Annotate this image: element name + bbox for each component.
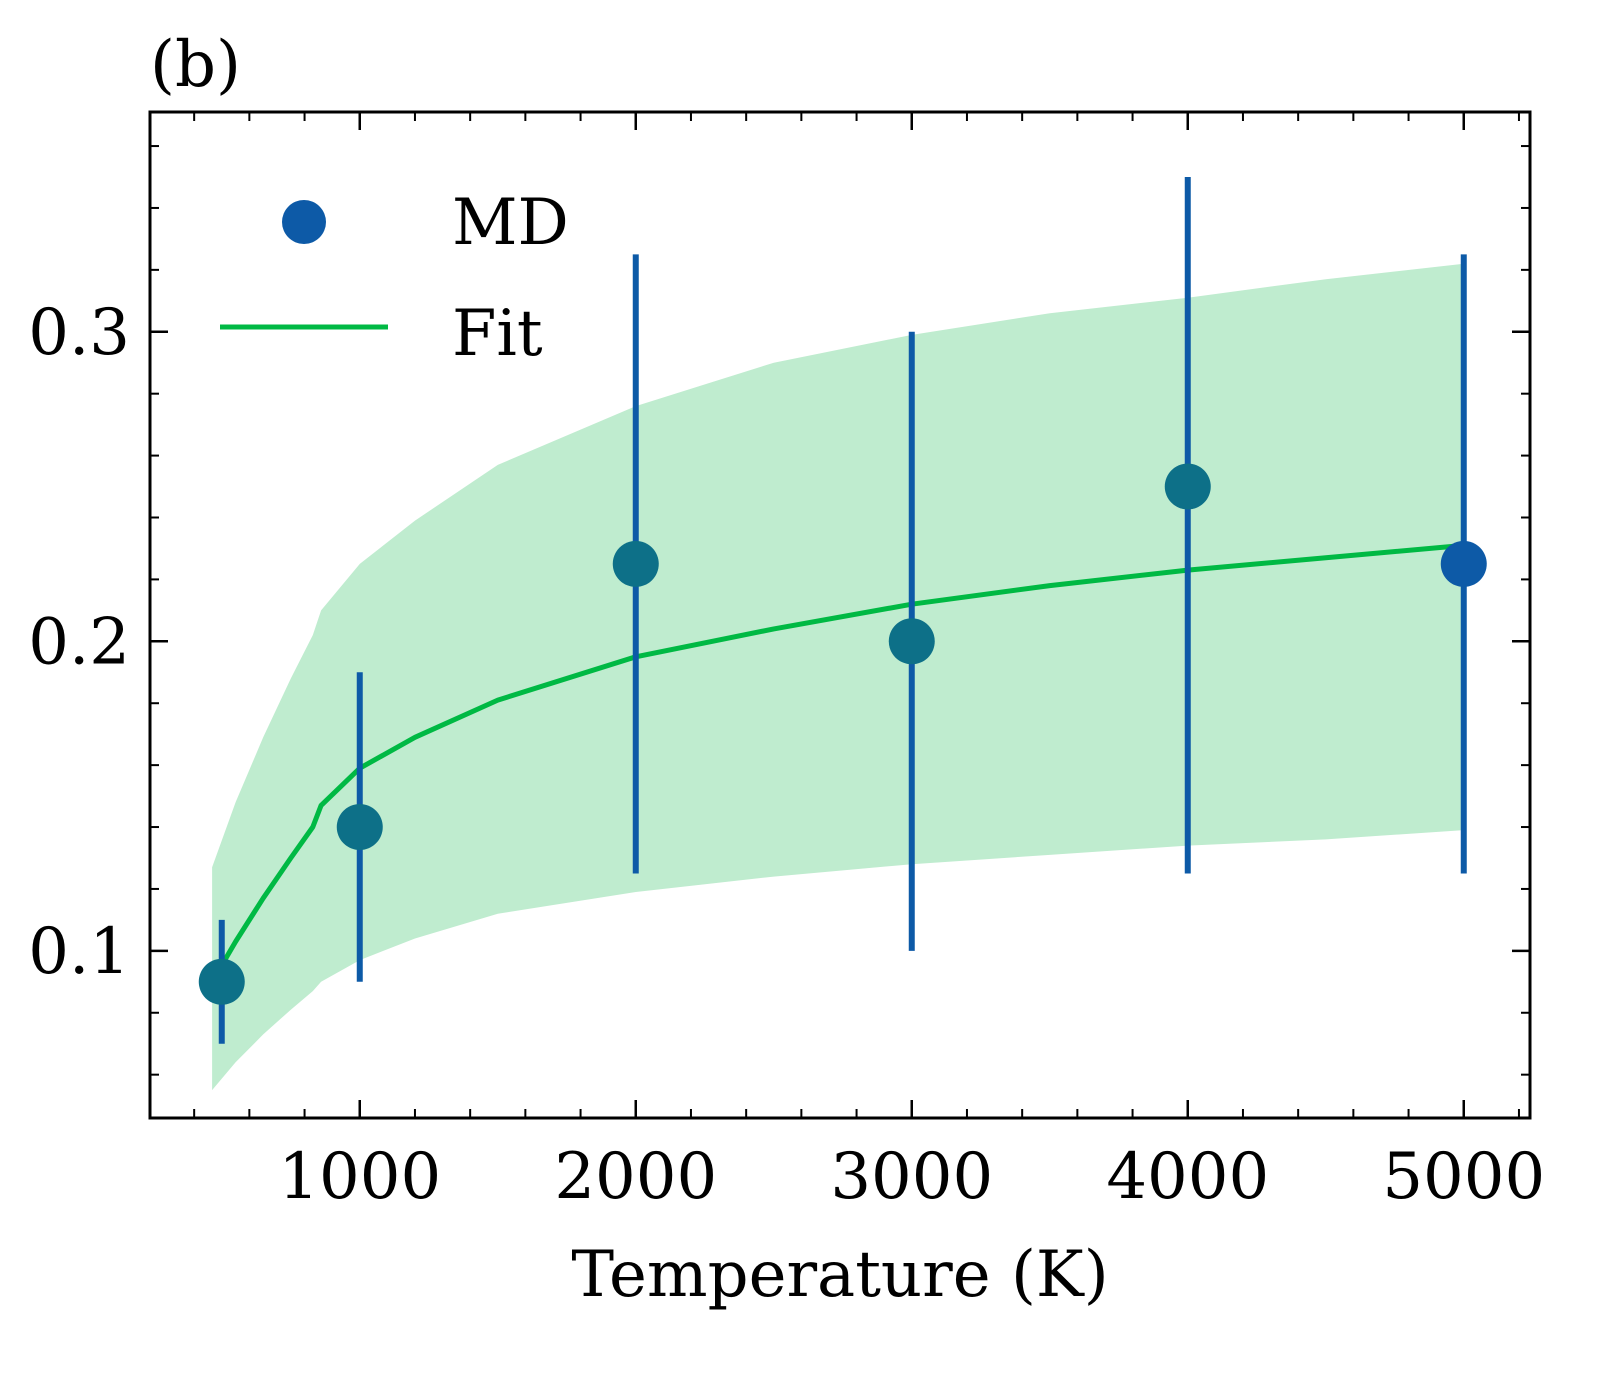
confidence-band-layer	[212, 263, 1464, 1091]
legend-fit-label: Fit	[452, 297, 543, 371]
legend: MD Fit	[220, 186, 569, 371]
y-tick-label: 0.2	[28, 605, 130, 679]
md-data-point	[888, 618, 935, 665]
md-data-point	[612, 540, 659, 587]
md-data-point	[1164, 463, 1211, 510]
md-data-point	[336, 804, 383, 851]
x-tick-label: 3000	[830, 1140, 993, 1214]
axes-layer: 1000 2000 3000 4000 5000 0.1 0.2 0.3	[28, 110, 1545, 1214]
fit-line	[209, 542, 1465, 984]
md-data-point	[198, 958, 245, 1005]
y-tick-label: 0.1	[28, 915, 130, 989]
legend-md-label: MD	[452, 186, 569, 260]
fit-confidence-band	[212, 263, 1464, 1091]
md-points-layer	[198, 463, 1487, 1005]
plot-frame	[148, 110, 1532, 1120]
x-tick-label: 5000	[1382, 1140, 1545, 1214]
panel-label: (b)	[150, 28, 241, 102]
x-tick-label: 4000	[1106, 1140, 1269, 1214]
fit-line-layer	[209, 542, 1465, 984]
y-tick-label: 0.3	[28, 296, 130, 370]
x-tick-label: 1000	[278, 1140, 441, 1214]
legend-md-marker	[282, 200, 326, 244]
x-tick-label: 2000	[554, 1140, 717, 1214]
x-axis-title: Temperature (K)	[571, 1238, 1108, 1312]
md-data-point	[1440, 540, 1487, 587]
